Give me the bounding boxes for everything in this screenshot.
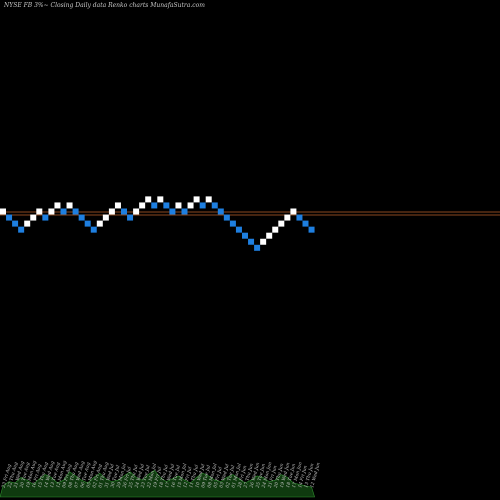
renko-brick-down bbox=[60, 208, 67, 215]
renko-brick-up bbox=[139, 202, 146, 209]
renko-brick-up bbox=[187, 202, 194, 209]
renko-brick-up bbox=[96, 220, 103, 227]
renko-brick-down bbox=[211, 202, 218, 209]
renko-bricks bbox=[0, 196, 315, 251]
renko-brick-up bbox=[290, 208, 297, 215]
renko-brick-down bbox=[199, 202, 206, 209]
renko-brick-down bbox=[127, 214, 134, 221]
date-label: 14 Fri Jun bbox=[297, 465, 309, 489]
renko-brick-down bbox=[72, 208, 79, 215]
renko-brick-up bbox=[272, 226, 279, 233]
date-label: 16 Tue Jul bbox=[170, 464, 182, 489]
renko-brick-down bbox=[217, 208, 224, 215]
renko-brick-up bbox=[54, 202, 61, 209]
renko-brick-up bbox=[157, 196, 164, 203]
renko-brick-up bbox=[36, 208, 43, 215]
renko-brick-up bbox=[0, 208, 6, 215]
renko-brick-up bbox=[114, 202, 121, 209]
renko-brick-up bbox=[284, 214, 291, 221]
renko-brick-down bbox=[296, 214, 303, 221]
renko-brick-down bbox=[18, 226, 25, 233]
renko-brick-up bbox=[24, 220, 31, 227]
renko-brick-up bbox=[133, 208, 140, 215]
renko-brick-down bbox=[302, 220, 309, 227]
renko-brick-down bbox=[254, 244, 261, 251]
renko-brick-down bbox=[6, 214, 13, 221]
renko-brick-down bbox=[169, 208, 176, 215]
renko-brick-down bbox=[84, 220, 91, 227]
renko-brick-up bbox=[278, 220, 285, 227]
renko-brick-up bbox=[205, 196, 212, 203]
renko-brick-up bbox=[102, 214, 109, 221]
renko-brick-down bbox=[90, 226, 97, 233]
renko-brick-up bbox=[193, 196, 200, 203]
renko-brick-up bbox=[260, 238, 267, 245]
renko-brick-down bbox=[223, 214, 230, 221]
date-label: 19 Fri Jul bbox=[152, 466, 163, 489]
renko-brick-up bbox=[108, 208, 115, 215]
renko-brick-down bbox=[248, 238, 255, 245]
renko-brick-up bbox=[30, 214, 37, 221]
date-label: 12 Fri Jul bbox=[182, 466, 193, 489]
date-label: 26 Fri Jul bbox=[121, 466, 133, 490]
renko-brick-down bbox=[163, 202, 170, 209]
renko-brick-down bbox=[229, 220, 236, 227]
date-label: 02 Tue Jul bbox=[224, 464, 236, 489]
renko-brick-up bbox=[48, 208, 55, 215]
renko-brick-down bbox=[242, 232, 248, 239]
renko-brick-down bbox=[308, 226, 315, 233]
renko-brick-down bbox=[12, 220, 19, 227]
renko-brick-up bbox=[266, 232, 273, 239]
renko-brick-down bbox=[42, 214, 49, 221]
renko-brick-down bbox=[181, 208, 188, 215]
volume-area bbox=[0, 469, 316, 498]
renko-brick-up bbox=[175, 202, 182, 209]
chart-title: NYSE FB 3%~ Closing Daily data Renko cha… bbox=[4, 2, 205, 9]
renko-brick-down bbox=[151, 202, 158, 209]
renko-brick-up bbox=[145, 196, 152, 203]
date-label: 09 Tue Jul bbox=[200, 464, 212, 489]
renko-brick-down bbox=[121, 208, 127, 215]
renko-brick-up bbox=[66, 202, 73, 209]
date-label: 30 Tue Jul bbox=[110, 464, 122, 489]
date-label: 05 Fri Jul bbox=[212, 466, 223, 489]
volume-area-shape bbox=[0, 469, 316, 498]
renko-brick-down bbox=[78, 214, 85, 221]
renko-brick-down bbox=[235, 226, 242, 233]
